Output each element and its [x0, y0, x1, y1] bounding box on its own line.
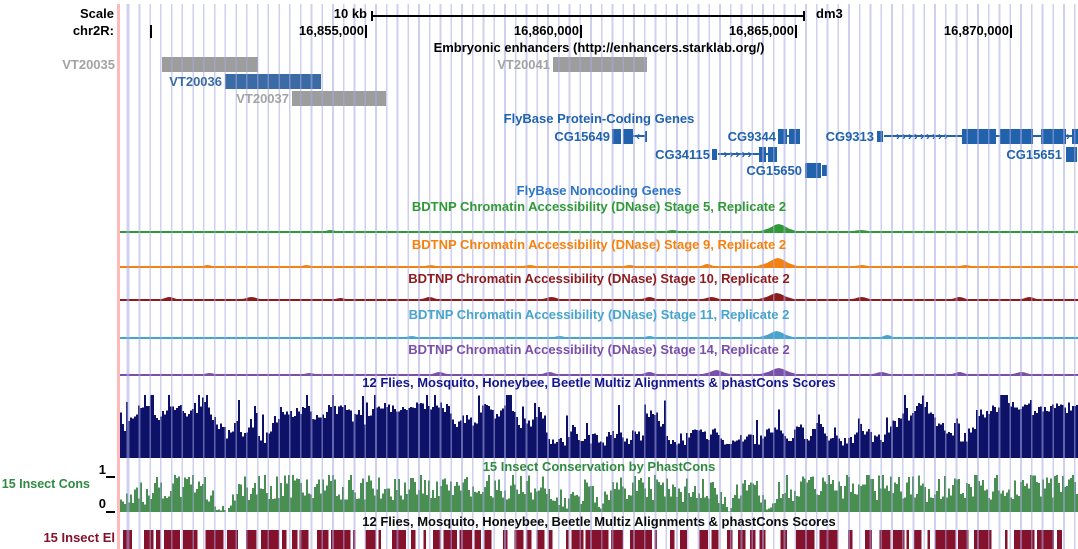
- axis-tick-max: [106, 476, 115, 478]
- enhancer-track-title[interactable]: Embryonic enhancers (http://enhancers.st…: [433, 40, 765, 55]
- multiz-track-title[interactable]: 12 Flies, Mosquito, Honeybee, Beetle Mul…: [362, 375, 836, 390]
- ruler-tick: [150, 25, 152, 38]
- chrom-label: chr2R:: [72, 23, 114, 38]
- gene-label: CG15651: [1006, 147, 1062, 162]
- bdtnp-track-title-2[interactable]: BDTNP Chromatin Accessibility (DNase) St…: [411, 237, 787, 252]
- phastcons-left-label[interactable]: 15 Insect Cons: [1, 477, 90, 491]
- coding-genes-track-title[interactable]: FlyBase Protein-Coding Genes: [503, 111, 695, 126]
- gene-label: CG15650: [746, 163, 802, 178]
- bdtnp-track-title-5[interactable]: BDTNP Chromatin Accessibility (DNase) St…: [408, 342, 790, 357]
- left-boundary-line: [117, 4, 120, 549]
- ruler-tick: [365, 25, 367, 38]
- scale-bar-end-right: [803, 11, 805, 21]
- ruler-tick-label: 16,860,000: [513, 23, 579, 38]
- ruler-tick-label: 16,870,000: [943, 23, 1009, 38]
- noncoding-genes-track-title[interactable]: FlyBase Noncoding Genes: [516, 183, 682, 198]
- scale-row-label: Scale: [80, 6, 114, 21]
- bdtnp-track-title-3[interactable]: BDTNP Chromatin Accessibility (DNase) St…: [408, 271, 790, 286]
- bdtnp-track-title-1[interactable]: BDTNP Chromatin Accessibility (DNase) St…: [411, 199, 787, 214]
- phastcons-track-title[interactable]: 15 Insect Conservation by PhastCons: [482, 459, 716, 474]
- enhancer-item-label: VT20037: [236, 91, 289, 106]
- bdtnp-track-title-4[interactable]: BDTNP Chromatin Accessibility (DNase) St…: [408, 307, 790, 322]
- multiz-track-title-2[interactable]: 12 Flies, Mosquito, Honeybee, Beetle Mul…: [362, 514, 836, 529]
- ruler-tick-label: 16,855,000: [298, 23, 364, 38]
- gene-label: CG9313: [825, 129, 874, 144]
- ruler-tick: [795, 25, 797, 38]
- gene-label: CG15649: [554, 129, 610, 144]
- scale-bar-value: 10 kb: [333, 6, 367, 21]
- phastcons-axis-min: 0: [98, 496, 106, 511]
- ruler-tick-label: 16,865,000: [728, 23, 794, 38]
- enhancer-item-label: VT20036: [169, 74, 222, 89]
- gene-label: CG9344: [727, 129, 776, 144]
- axis-tick-min: [106, 511, 115, 513]
- enhancer-item-label: VT20041: [497, 57, 550, 72]
- scale-bar-end-left: [371, 11, 373, 21]
- enhancer-item-label: VT20035: [62, 57, 115, 72]
- ruler-tick: [1010, 25, 1012, 38]
- insect-elements-left-label[interactable]: 15 Insect El: [43, 530, 115, 545]
- ruler-tick: [580, 25, 582, 38]
- phastcons-axis-max: 1: [98, 462, 106, 477]
- scale-bar: [371, 15, 805, 17]
- gene-label: CG34115: [655, 147, 710, 162]
- assembly-label: dm3: [816, 6, 843, 21]
